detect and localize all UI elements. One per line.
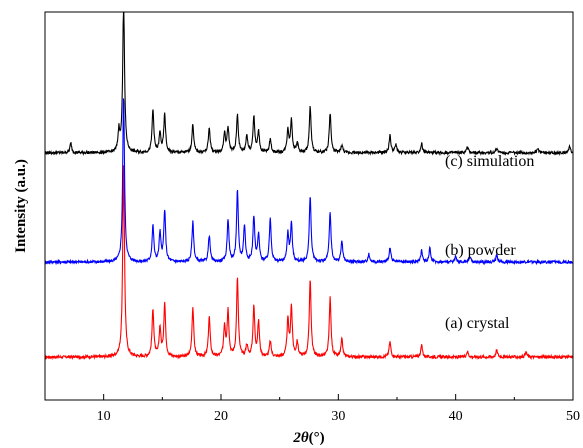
series-label-0: (a) crystal xyxy=(445,315,510,332)
y-axis-title: Intensity (a.u.) xyxy=(13,159,29,253)
x-axis-title: 2θ(°) xyxy=(292,430,324,446)
series-label-2: (c) simulation xyxy=(445,153,534,170)
plot-frame xyxy=(44,11,574,401)
series-line-1 xyxy=(44,98,574,266)
x-tick-label: 20 xyxy=(214,409,228,424)
x-axis-unit: (°) xyxy=(309,430,325,446)
series-label-1: (b) powder xyxy=(445,242,516,259)
x-tick-label: 30 xyxy=(331,409,345,424)
series-line-2 xyxy=(44,12,574,156)
series-line-0 xyxy=(44,165,574,361)
plot-lines xyxy=(44,12,574,361)
x-tick-label: 10 xyxy=(97,409,111,424)
series-labels: (a) crystal (b) powder (c) simulation xyxy=(445,153,534,332)
x-axis-symbol: 2θ xyxy=(292,430,309,446)
x-tick-label: 50 xyxy=(566,409,580,424)
x-tick-label: 40 xyxy=(449,409,463,424)
x-axis-ticks: 10 20 30 40 50 xyxy=(44,394,580,424)
